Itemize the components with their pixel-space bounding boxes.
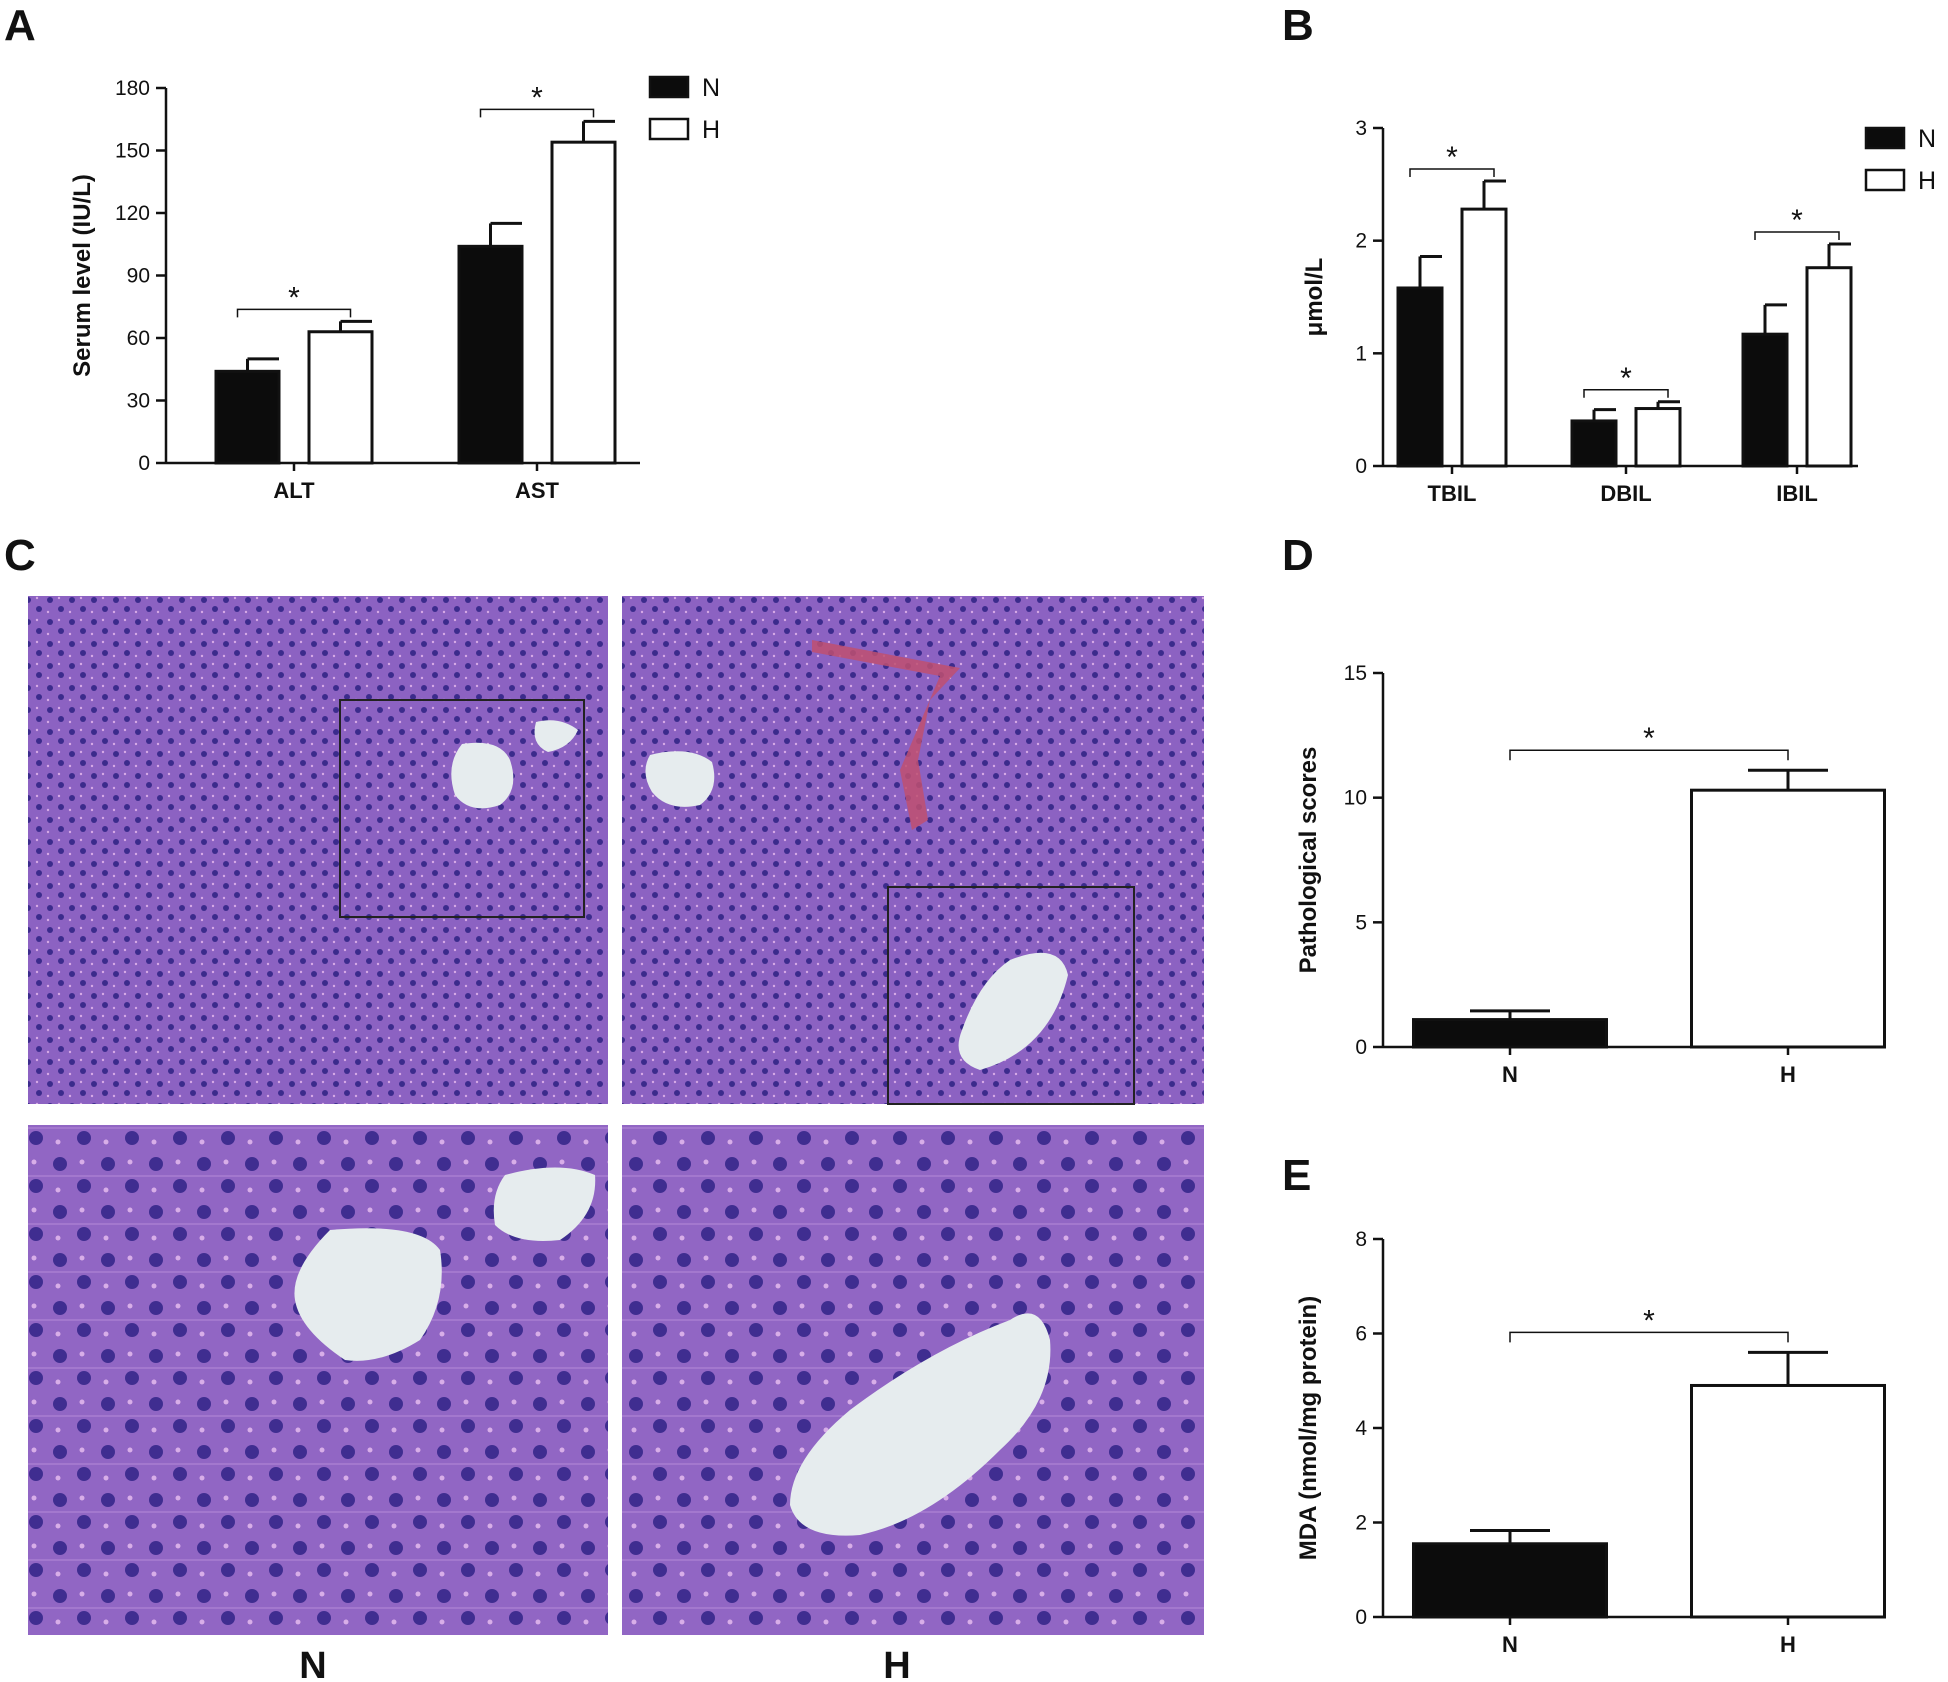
micrograph-n-low [28, 596, 608, 1104]
panel-letter-d: D [1282, 531, 1314, 580]
micrograph-n-high [28, 1125, 608, 1635]
bar-n [1412, 1018, 1608, 1049]
significance-bracket [1509, 1331, 1789, 1343]
bar-n-tbil [1396, 286, 1444, 468]
y-tick-label: 4 [1355, 1417, 1367, 1440]
micrograph-label-h: H [883, 1645, 910, 1682]
micrograph-h-high [622, 1125, 1204, 1635]
chart-bilirubin: 0 1 2 3 μmol/L TBIL DBIL IBIL * * * NH [1301, 117, 1936, 506]
y-tick-label: 3 [1355, 117, 1367, 140]
legend-swatch-h [648, 117, 690, 141]
significance-star: * [1643, 722, 1655, 755]
bar-h-ast [550, 140, 617, 465]
legend-label-n: N [702, 74, 720, 102]
panel-letter-e: E [1282, 1151, 1311, 1200]
y-tick-label: 8 [1355, 1228, 1367, 1251]
significance-bracket [479, 108, 595, 118]
y-axis-title: Pathological scores [1295, 747, 1322, 974]
bar-h-dbil [1634, 407, 1682, 468]
x-tick-label: IBIL [1776, 481, 1818, 506]
chart-mda: 0 2 4 6 8 MDA (nmol/mg protein) N H * [1295, 1228, 1886, 1657]
significance-star: * [1446, 141, 1458, 174]
significance-star: * [1791, 204, 1803, 237]
y-tick-label: 0 [1355, 1036, 1367, 1059]
y-axis-title: Serum level (IU/L) [69, 174, 96, 377]
x-tick-label: TBIL [1428, 481, 1477, 506]
legend-label-n: N [1918, 125, 1936, 153]
y-axis-title: μmol/L [1301, 258, 1328, 337]
significance-bracket [1583, 389, 1669, 398]
y-tick-label: 1 [1355, 342, 1367, 365]
micrograph-h-low [622, 596, 1204, 1105]
panel-letter-c: C [4, 531, 36, 580]
significance-bracket [236, 308, 352, 318]
y-tick-label: 5 [1355, 911, 1367, 934]
bar-h [1690, 1383, 1886, 1619]
significance-star: * [1620, 362, 1632, 395]
y-tick-label: 30 [127, 390, 150, 413]
y-tick-label: 2 [1355, 230, 1367, 253]
y-tick-label: 6 [1355, 1323, 1367, 1346]
legend-swatch-h [1864, 168, 1906, 192]
y-tick-label: 0 [138, 452, 150, 475]
significance-star: * [531, 81, 543, 114]
y-tick-label: 0 [1355, 455, 1367, 478]
legend-label-h: H [1918, 167, 1936, 195]
y-tick-label: 90 [127, 265, 150, 288]
significance-star: * [1643, 1304, 1655, 1337]
x-tick-label: H [1780, 1062, 1796, 1087]
x-tick-label: ALT [273, 478, 315, 503]
micrograph-label-n: N [299, 1645, 326, 1682]
bar-n [1412, 1542, 1608, 1619]
x-tick-label: N [1502, 1062, 1518, 1087]
x-tick-label: AST [515, 478, 560, 503]
bar-n-ibil [1741, 332, 1789, 468]
chart-pathological-scores: 0 5 10 15 Pathological scores N H * [1295, 662, 1886, 1087]
y-tick-label: 0 [1355, 1606, 1367, 1629]
y-axis-title: MDA (nmol/mg protein) [1295, 1296, 1322, 1560]
bar-h-tbil [1460, 207, 1508, 468]
y-tick-label: 180 [115, 77, 150, 100]
bar-n-alt [214, 369, 281, 465]
legend-label-h: H [702, 116, 720, 144]
bar-n-dbil [1570, 419, 1618, 468]
panel-letter-b: B [1282, 1, 1314, 50]
y-tick-label: 2 [1355, 1512, 1367, 1535]
bar-h [1690, 788, 1886, 1049]
x-tick-label: DBIL [1600, 481, 1651, 506]
chart-serum-enzymes: 0 30 60 90 120 150 180 Serum level (IU/L) ALT AST… [69, 74, 720, 503]
significance-bracket [1754, 231, 1840, 241]
micrograph-grid [28, 596, 1204, 1635]
y-tick-label: 150 [115, 140, 150, 163]
significance-bracket [1509, 749, 1789, 761]
panel-letter-a: A [4, 1, 36, 50]
bar-h-alt [307, 330, 374, 465]
x-tick-label: H [1780, 1632, 1796, 1657]
bar-h-ibil [1805, 266, 1853, 468]
y-tick-label: 120 [115, 202, 150, 225]
legend-swatch-n [648, 75, 690, 99]
significance-bracket [1409, 168, 1495, 177]
bar-n-ast [457, 244, 524, 465]
y-tick-label: 10 [1344, 787, 1367, 810]
legend-swatch-n [1864, 126, 1906, 150]
y-tick-label: 60 [127, 327, 150, 350]
y-tick-label: 15 [1344, 662, 1367, 685]
x-tick-label: N [1502, 1632, 1518, 1657]
significance-star: * [288, 281, 300, 314]
